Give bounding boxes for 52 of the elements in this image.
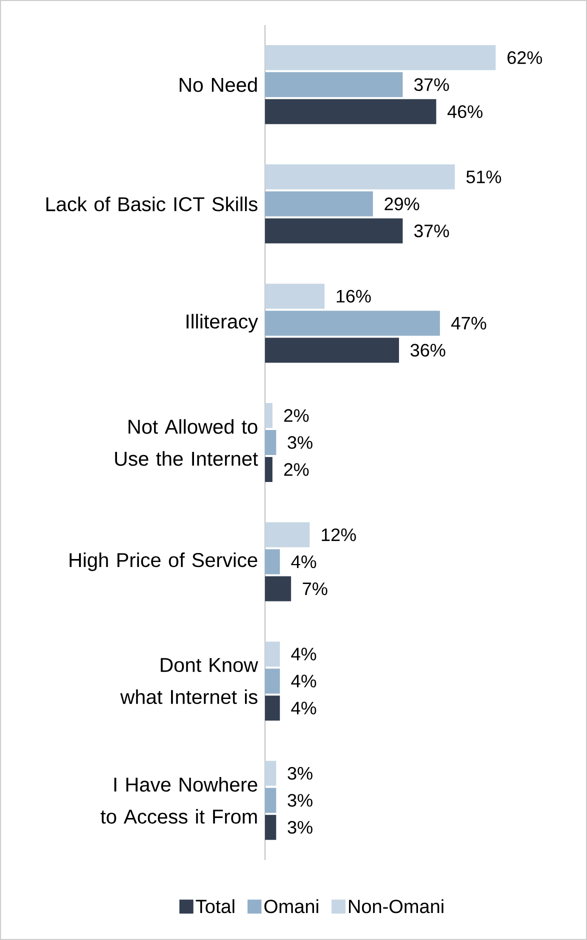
bar — [265, 576, 292, 602]
bar — [265, 72, 403, 98]
data-label: 51% — [466, 170, 502, 184]
bar — [265, 642, 280, 667]
bar — [265, 218, 403, 244]
data-label: 62% — [508, 51, 542, 64]
y-tick-label: Illiteracy — [186, 314, 258, 333]
legend-label: Total — [196, 899, 234, 914]
y-tick-label: Not Allowed to Use the Internet — [115, 419, 258, 466]
bar — [265, 284, 325, 309]
data-label: 12% — [322, 528, 356, 542]
data-label: 2% — [284, 409, 309, 422]
data-label: 7% — [302, 582, 328, 596]
data-label: 29% — [384, 198, 420, 210]
data-label: 46% — [447, 105, 482, 118]
data-label: 4% — [291, 648, 316, 660]
bar — [265, 668, 280, 694]
data-label: 3% — [288, 436, 312, 449]
bar — [265, 549, 280, 574]
bar — [265, 430, 276, 456]
bar — [265, 403, 272, 428]
bar — [265, 310, 440, 336]
bar — [265, 99, 436, 124]
data-label: 3% — [288, 794, 312, 807]
y-tick-label: High Price of Service — [70, 552, 258, 572]
bar — [265, 522, 310, 548]
y-tick-label: Lack of Basic ICT Skills — [46, 196, 258, 212]
y-tick-label: Dont Know what Internet is — [120, 658, 258, 704]
legend-label: Non-Omani — [349, 899, 444, 914]
data-label: 37% — [414, 224, 449, 238]
bar — [265, 788, 276, 813]
bar — [265, 164, 455, 190]
data-label: 37% — [414, 78, 449, 92]
y-tick-label: No Need — [180, 77, 257, 92]
bar — [265, 457, 272, 482]
bar — [265, 45, 496, 70]
data-label: 3% — [288, 766, 312, 780]
data-label: 4% — [291, 555, 316, 568]
legend-label: Omani — [264, 899, 318, 914]
data-label: 4% — [291, 702, 316, 714]
y-tick-label: I Have Nowhere to Access it From — [100, 777, 258, 824]
data-label: 36% — [410, 344, 446, 357]
data-label: 4% — [291, 674, 316, 688]
bar — [265, 191, 373, 216]
data-label: 3% — [288, 820, 312, 834]
bar — [265, 696, 280, 721]
data-label: 16% — [336, 290, 371, 303]
data-label: 2% — [284, 463, 309, 476]
data-label: 47% — [451, 316, 486, 330]
bar — [265, 760, 276, 786]
bar — [265, 338, 399, 363]
bar — [265, 814, 276, 840]
